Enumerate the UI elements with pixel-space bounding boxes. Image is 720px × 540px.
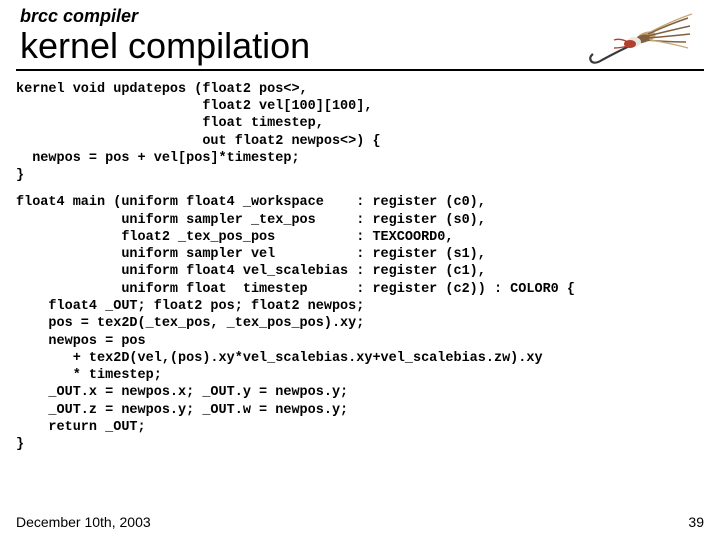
fly-fishing-lure-icon xyxy=(578,6,698,66)
slide-footer: December 10th, 2003 39 xyxy=(16,514,704,530)
footer-date: December 10th, 2003 xyxy=(16,514,151,530)
code-block-kernel: kernel void updatepos (float2 pos<>, flo… xyxy=(0,71,720,185)
code-block-main: float4 main (uniform float4 _workspace :… xyxy=(0,184,720,453)
footer-page-number: 39 xyxy=(688,514,704,530)
